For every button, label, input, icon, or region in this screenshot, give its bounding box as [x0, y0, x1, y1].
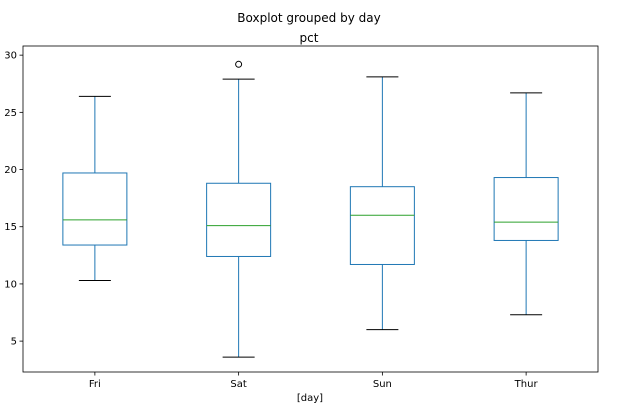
box-fri — [62, 172, 128, 246]
x-tick-label: Thur — [514, 379, 539, 390]
box-sat — [206, 182, 272, 257]
y-tick-label: 15 — [4, 222, 17, 233]
x-axis-label: [day] — [297, 393, 323, 404]
x-tick-label: Sun — [373, 379, 392, 390]
y-tick-label: 25 — [4, 108, 17, 119]
plot-frame — [22, 45, 599, 373]
box-thur — [493, 177, 559, 241]
chart-title: pct — [300, 31, 319, 45]
flier-sat — [235, 60, 243, 68]
x-tick-label: Fri — [89, 379, 101, 390]
plot-area: 5 10 15 20 25 30 Fri Sat Sun Thur — [4, 45, 599, 390]
y-tick-label: 5 — [11, 337, 17, 348]
y-tick-label: 20 — [4, 165, 17, 176]
chart-suptitle: Boxplot grouped by day — [237, 11, 380, 25]
y-tick-label: 10 — [4, 279, 17, 290]
y-tick-label: 30 — [4, 51, 17, 62]
box-sun — [349, 186, 415, 265]
x-tick-label: Sat — [230, 379, 246, 390]
